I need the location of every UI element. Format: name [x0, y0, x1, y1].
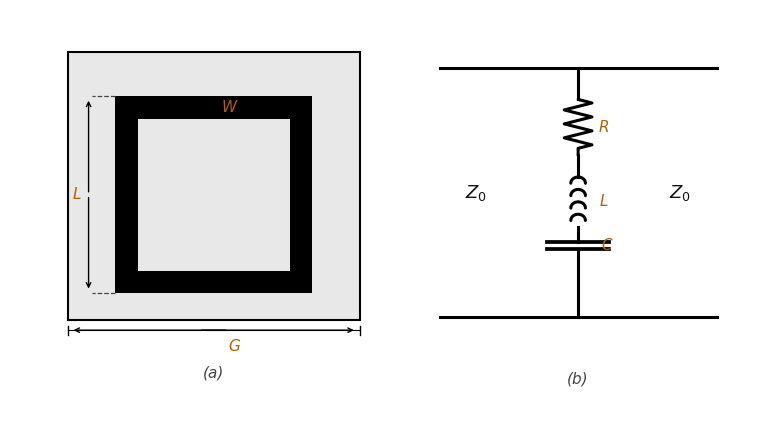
- Text: C: C: [602, 238, 612, 253]
- Bar: [68, 52, 359, 320]
- Text: R: R: [598, 120, 609, 135]
- Text: $Z_0$: $Z_0$: [669, 183, 691, 202]
- Text: (b): (b): [567, 371, 589, 386]
- Text: G: G: [229, 339, 241, 354]
- Text: W: W: [221, 100, 236, 115]
- Text: L: L: [72, 187, 81, 202]
- Bar: [137, 119, 289, 271]
- Text: L: L: [600, 194, 608, 209]
- Bar: [116, 96, 312, 293]
- Text: (a): (a): [203, 366, 224, 381]
- Text: $Z_0$: $Z_0$: [465, 183, 487, 202]
